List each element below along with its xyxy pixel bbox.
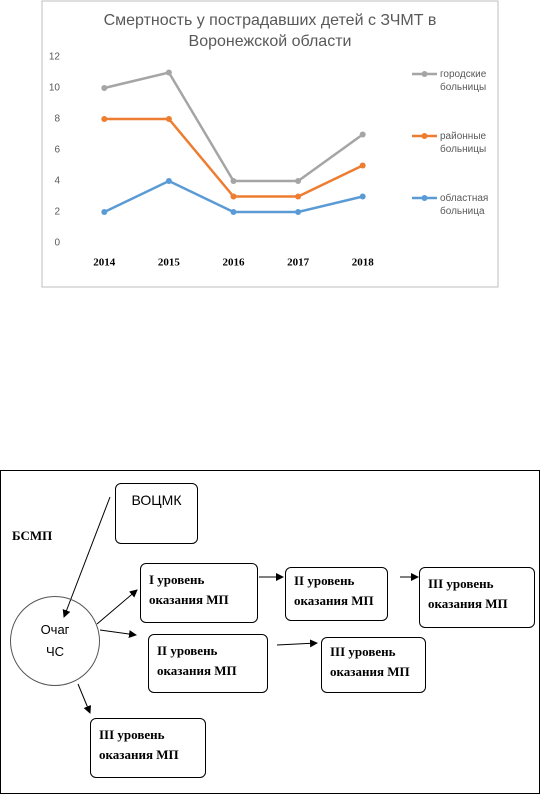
legend-label: областная больница [440,193,489,217]
legend-label: городские больницы [440,69,487,93]
point [359,131,366,138]
node-text: оказания МП [294,593,374,608]
y-tick-label: 10 [49,83,61,94]
y-tick-label: 6 [54,145,60,156]
legend-label: районные больницы [440,131,487,155]
chart-frame [41,0,499,288]
point [230,209,237,215]
arrow [99,629,137,638]
point [101,209,108,215]
y-tick-label: 4 [54,176,60,187]
y-tick-label: 8 [54,114,60,125]
arrow [276,639,318,648]
node-text: I уровень [149,572,205,587]
x-tick-label: 2017 [287,257,310,269]
node-text: II уровень [157,643,218,658]
x-tick-label: 2018 [352,257,375,269]
node-text: III уровень [99,727,165,742]
point [165,116,172,122]
point [165,178,172,184]
legend-marker [421,195,428,201]
node: I уровень оказания МП [140,563,258,623]
node: III уровень оказания МП [90,718,206,778]
y-tick-label: 2 [54,207,60,218]
point [295,193,302,200]
arrow [77,683,92,714]
node-text: II уровень [294,573,355,588]
chart-title: Смертность у пострадавших детей с ЗЧМТ в… [103,12,437,50]
point [101,85,108,91]
point [359,193,366,200]
point [295,178,302,184]
legend-marker [421,71,428,77]
point [359,162,366,169]
node-text: III уровень [330,644,396,659]
arrow [96,589,138,625]
node-text: ВОЦМК [131,492,182,508]
x-tick-label: 2014 [93,257,116,269]
node-text: оказания МП [330,664,410,679]
y-tick-label: 0 [54,238,60,249]
point [101,116,108,122]
node-text: оказания МП [99,747,179,762]
node: II уровень оказания МП [148,634,268,693]
node: III уровень оказания МП [419,567,535,628]
node-text: оказания МП [157,663,237,678]
node: ВОЦМК [115,483,198,544]
x-tick-label: 2016 [223,257,246,269]
point [295,209,302,215]
node: Очаг ЧС [10,596,100,686]
side-label: БСМП [12,528,53,543]
arrow [62,496,111,618]
arrows [62,496,419,714]
node-text: ЧС [45,644,65,659]
point [165,69,172,76]
node-text: III уровень [428,576,494,591]
node-text: Очаг [40,622,70,637]
legend-marker [421,133,428,139]
point [230,193,237,200]
y-tick-label: 12 [49,52,61,63]
node-text: оказания МП [149,592,229,607]
x-tick-label: 2015 [158,257,181,269]
node: III уровень оказания МП [321,637,426,693]
point [230,178,237,184]
node: II уровень оказания МП [285,567,388,621]
node-text: оказания МП [428,596,508,611]
